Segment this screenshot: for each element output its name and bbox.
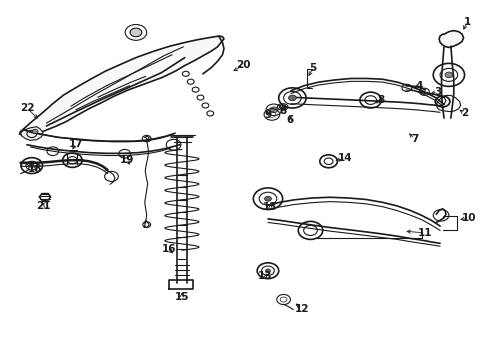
Circle shape (444, 72, 452, 78)
Circle shape (130, 28, 142, 37)
Circle shape (265, 269, 270, 273)
Text: 7: 7 (410, 134, 418, 144)
Circle shape (32, 129, 38, 134)
Text: 2: 2 (460, 108, 467, 118)
Text: 18: 18 (28, 164, 42, 174)
Circle shape (29, 164, 34, 167)
Text: 8: 8 (279, 106, 285, 116)
Text: 10: 10 (461, 213, 476, 223)
Circle shape (269, 107, 277, 113)
Text: 13: 13 (263, 202, 277, 212)
Polygon shape (435, 95, 460, 112)
Text: 5: 5 (309, 63, 316, 73)
Text: 11: 11 (417, 228, 432, 238)
Text: 13: 13 (258, 271, 272, 282)
Text: 21: 21 (36, 201, 50, 211)
Text: 19: 19 (120, 155, 134, 165)
Circle shape (288, 95, 296, 101)
Text: 16: 16 (161, 244, 176, 254)
Text: 20: 20 (236, 60, 250, 70)
Text: 4: 4 (415, 81, 423, 91)
Text: 3: 3 (433, 87, 440, 97)
Text: 9: 9 (264, 110, 271, 120)
Text: 22: 22 (20, 103, 34, 113)
Text: 14: 14 (337, 153, 352, 163)
Polygon shape (20, 127, 43, 140)
Text: 6: 6 (286, 114, 293, 125)
Text: 12: 12 (294, 304, 309, 314)
Text: 8: 8 (377, 95, 384, 105)
Text: 1: 1 (463, 17, 469, 27)
Text: 17: 17 (68, 139, 83, 149)
Circle shape (264, 196, 271, 201)
Polygon shape (20, 36, 224, 136)
Polygon shape (438, 31, 463, 48)
Text: 15: 15 (174, 292, 189, 302)
